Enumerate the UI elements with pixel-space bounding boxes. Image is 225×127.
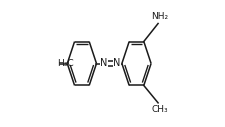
Text: H₃C: H₃C <box>57 59 73 68</box>
Text: CH₃: CH₃ <box>151 105 168 114</box>
Text: N: N <box>100 59 107 68</box>
Text: NH₂: NH₂ <box>151 12 168 21</box>
Text: N: N <box>113 59 120 68</box>
